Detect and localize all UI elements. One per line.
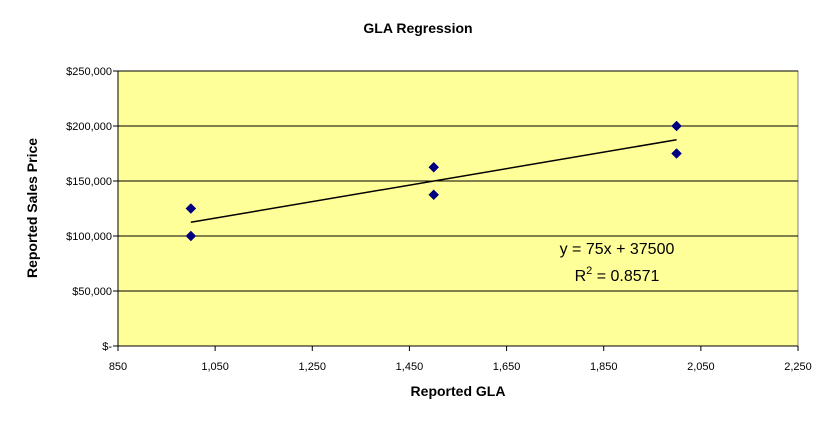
data-point: [671, 120, 682, 132]
y-tick-label: $50,000: [72, 286, 112, 298]
x-tick-label: 2,250: [784, 361, 812, 373]
y-tick-label: $200,000: [66, 121, 112, 133]
trendline-equation: y = 75x + 37500: [560, 241, 675, 258]
x-tick-label: 1,050: [201, 361, 229, 373]
data-point: [428, 189, 440, 201]
data-point: [185, 230, 197, 242]
trendline: [190, 139, 677, 223]
y-tick-label: $250,000: [66, 66, 112, 78]
gridlines: [118, 70, 798, 292]
r-squared-superscript: 2: [586, 265, 592, 277]
trendline-group: [190, 139, 677, 223]
data-point: [428, 161, 440, 173]
r-squared-prefix: R: [575, 268, 587, 285]
x-axis-title: Reported GLA: [411, 383, 506, 399]
plot-area: [117, 70, 799, 347]
x-tick-label: 1,850: [590, 361, 618, 373]
x-tick-label: 850: [109, 361, 127, 373]
y-tick-label: $150,000: [66, 176, 112, 188]
data-point: [185, 203, 197, 214]
x-tick-label: 1,250: [299, 361, 327, 373]
x-tick-label: 1,650: [493, 361, 521, 373]
r-squared-label: R2 = 0.8571: [575, 265, 660, 285]
y-axis: $- $50,000 $100,000 $150,000 $200,000 $250,00…: [66, 66, 119, 353]
x-tick-label: 2,050: [687, 361, 715, 373]
y-tick-label: $-: [102, 341, 112, 353]
x-tick-label: 1,450: [396, 361, 424, 373]
r-squared-value: = 0.8571: [592, 268, 659, 285]
data-point: [671, 148, 682, 159]
y-tick-label: $100,000: [66, 231, 112, 243]
x-axis: 850 1,050 1,250 1,450 1,650 1,850 2,050 2,250: [109, 345, 812, 373]
data-points: [185, 120, 682, 242]
chart-title: GLA Regression: [363, 20, 472, 36]
y-axis-title: Reported Sales Price: [24, 138, 40, 278]
